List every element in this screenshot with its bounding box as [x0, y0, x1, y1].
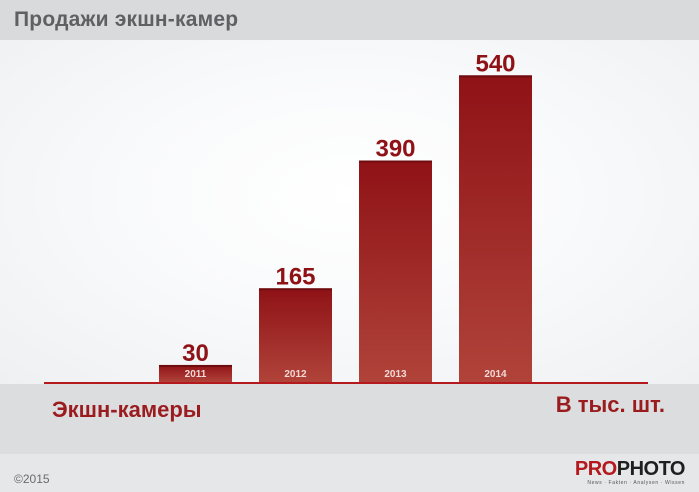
plot-area: 30 2011 165 2012 390 2013 540 2014 — [0, 40, 699, 384]
bar-top-edge-2012 — [259, 288, 332, 291]
legend-strip — [0, 384, 699, 454]
bar-chart: 30 2011 165 2012 390 2013 540 2014 — [44, 50, 648, 384]
category-label-2014: 2014 — [484, 369, 507, 380]
value-label-2013: 390 — [375, 136, 415, 163]
logo-pro: PRO — [574, 458, 617, 480]
copyright-text: ©2015 — [14, 472, 50, 486]
value-label-2011: 30 — [182, 340, 209, 367]
bar-2014 — [459, 75, 532, 382]
footer-bar — [0, 454, 699, 492]
logo-wordmark: PROPHOTO — [574, 458, 686, 481]
prophoto-logo: PROPHOTO News · Fakten · Analysen · Wiss… — [565, 458, 686, 488]
bar-top-edge-2014 — [459, 75, 532, 78]
bar-2012 — [259, 288, 332, 382]
bar-2011 — [159, 364, 232, 382]
unit-label: В тыс. шт. — [555, 392, 665, 417]
header-bar: Продажи экшн-камер — [0, 0, 699, 40]
value-label-2012: 165 — [275, 263, 315, 290]
logo-photo: PHOTO — [616, 458, 686, 480]
bar-top-edge-2013 — [359, 160, 432, 163]
series-label: Экшн-камеры — [52, 397, 202, 422]
value-label-2014: 540 — [475, 50, 515, 77]
category-label-2012: 2012 — [284, 369, 307, 380]
category-label-2011: 2011 — [185, 369, 207, 380]
bar-2013 — [359, 160, 432, 382]
logo-tagline: News · Fakten · Analysen · Wissen — [587, 480, 685, 486]
chart-title: Продажи экшн-камер — [14, 8, 239, 31]
category-label-2013: 2013 — [384, 369, 407, 380]
bar-top-edge-2011 — [159, 364, 232, 367]
